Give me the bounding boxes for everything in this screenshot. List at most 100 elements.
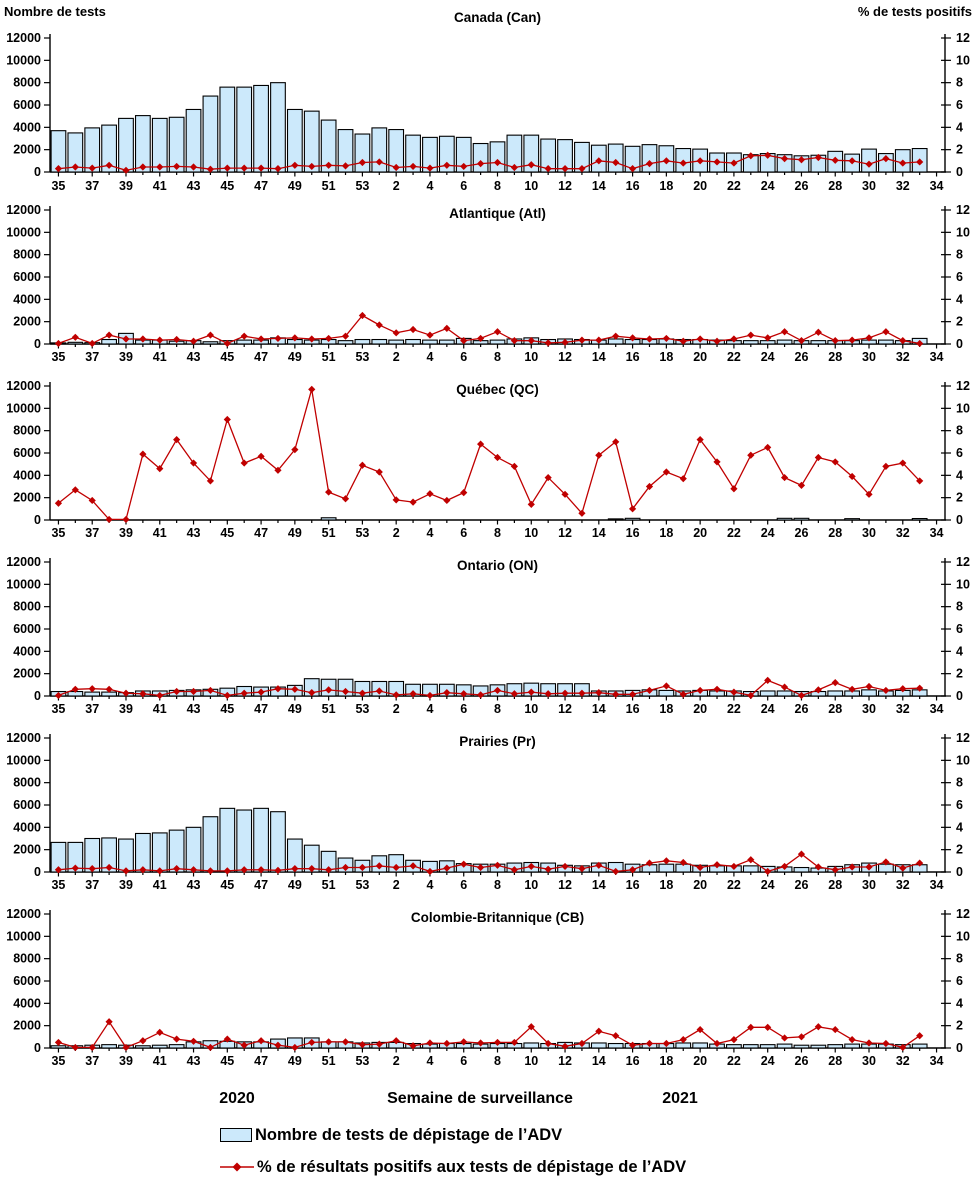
right-tick-label: 4 [956, 292, 963, 306]
pct-marker [426, 1039, 434, 1047]
x-tick-label: 37 [85, 878, 99, 892]
pct-marker [139, 866, 147, 874]
pct-line [58, 314, 920, 345]
x-tick-label: 47 [254, 1054, 268, 1068]
bar [337, 340, 354, 345]
left-tick-label: 6000 [13, 798, 41, 812]
left-tick-label: 8000 [13, 76, 41, 90]
chart-panel-can: Nombre de tests % de tests positifs Canada… [4, 4, 972, 193]
pct-marker [578, 509, 586, 517]
pct-marker [341, 162, 350, 170]
bar [84, 691, 101, 697]
panel-title: Ontario (ON) [457, 558, 538, 573]
pct-marker [173, 335, 181, 344]
bar [422, 136, 438, 173]
x-tick-label: 14 [592, 878, 606, 892]
x-tick-label: 39 [119, 1054, 133, 1068]
left-tick-label: 2000 [13, 491, 41, 505]
x-tick-label: 2 [393, 350, 400, 364]
x-tick-label: 10 [524, 702, 538, 716]
x-tick-label: 4 [426, 878, 433, 892]
x-tick-label: 18 [659, 350, 673, 364]
x-tick-label: 14 [592, 1054, 606, 1068]
pct-marker [257, 688, 265, 696]
x-tick-label: 28 [828, 350, 842, 364]
x-tick-label: 37 [85, 179, 99, 193]
bar [151, 117, 168, 173]
right-tick-label: 4 [956, 120, 963, 134]
left-tick-label: 0 [34, 689, 41, 703]
x-tick-label: 41 [153, 526, 167, 540]
bar [168, 1044, 185, 1049]
left-tick-label: 12000 [6, 555, 41, 569]
right-tick-label: 2 [956, 143, 963, 157]
pct-marker [358, 158, 367, 167]
pct-marker [358, 863, 367, 872]
pct-marker [679, 1036, 687, 1044]
x-tick-label: 30 [862, 702, 876, 716]
x-tick-label: 35 [51, 526, 65, 540]
left-tick-label: 8000 [13, 424, 41, 438]
tests-bars [50, 82, 928, 173]
bar [776, 1043, 793, 1049]
bar [793, 517, 810, 521]
x-tick-label: 41 [153, 878, 167, 892]
x-tick-label: 10 [524, 526, 538, 540]
pct-marker [882, 462, 890, 470]
pct-marker [274, 1041, 282, 1049]
pct-marker [409, 1042, 417, 1050]
pct-line-swatch-icon [220, 1162, 254, 1172]
pct-marker [510, 1038, 518, 1047]
pct-marker [764, 867, 772, 876]
right-tick-label: 6 [956, 974, 963, 988]
pct-marker [325, 866, 333, 874]
left-tick-label: 2000 [13, 843, 41, 857]
x-tick-label: 49 [288, 702, 302, 716]
bar [219, 86, 236, 173]
chart-panel-qc: Québec (QC)02000400060008000100001200002… [6, 379, 970, 540]
x-tick-label: 32 [896, 526, 910, 540]
bar [354, 338, 371, 345]
x-tick-label: 30 [862, 350, 876, 364]
bar [742, 865, 759, 873]
bar [607, 1042, 624, 1049]
pct-marker [730, 159, 738, 167]
x-tick-label: 28 [828, 179, 842, 193]
left-tick-label: 0 [34, 513, 41, 527]
x-tick-label: 8 [494, 878, 501, 892]
right-tick-label: 12 [956, 907, 970, 921]
x-tick-label: 28 [828, 878, 842, 892]
pct-marker [865, 334, 873, 342]
pct-marker [325, 161, 333, 169]
bar [202, 816, 219, 873]
bar [151, 1044, 168, 1049]
pct-marker [88, 865, 96, 873]
x-tick-label: 24 [761, 702, 775, 716]
pct-marker [392, 1037, 400, 1045]
right-tick-label: 0 [956, 1041, 963, 1055]
pct-marker [628, 334, 637, 342]
pct-marker [240, 1041, 248, 1049]
x-tick-label: 37 [85, 526, 99, 540]
bar [658, 863, 675, 873]
x-tick-label: 12 [558, 526, 572, 540]
pct-marker [291, 446, 299, 454]
pct-marker [375, 321, 383, 329]
x-tick-label: 14 [592, 350, 606, 364]
pct-marker [713, 685, 721, 693]
pct-marker [105, 331, 113, 339]
bar [523, 1042, 540, 1049]
chart-panels: Nombre de tests % de tests positifs Canada… [4, 4, 972, 1068]
right-tick-label: 0 [956, 513, 963, 527]
pct-marker [409, 690, 417, 698]
bar [878, 339, 894, 345]
pct-marker [105, 1018, 113, 1026]
x-tick-label: 53 [355, 526, 369, 540]
pct-marker [173, 162, 181, 171]
pct-marker [477, 160, 485, 168]
right-tick-label: 12 [956, 203, 970, 217]
pct-marker [493, 328, 502, 336]
pct-marker [916, 339, 924, 348]
right-tick-label: 12 [956, 731, 970, 745]
pct-marker [443, 161, 451, 169]
